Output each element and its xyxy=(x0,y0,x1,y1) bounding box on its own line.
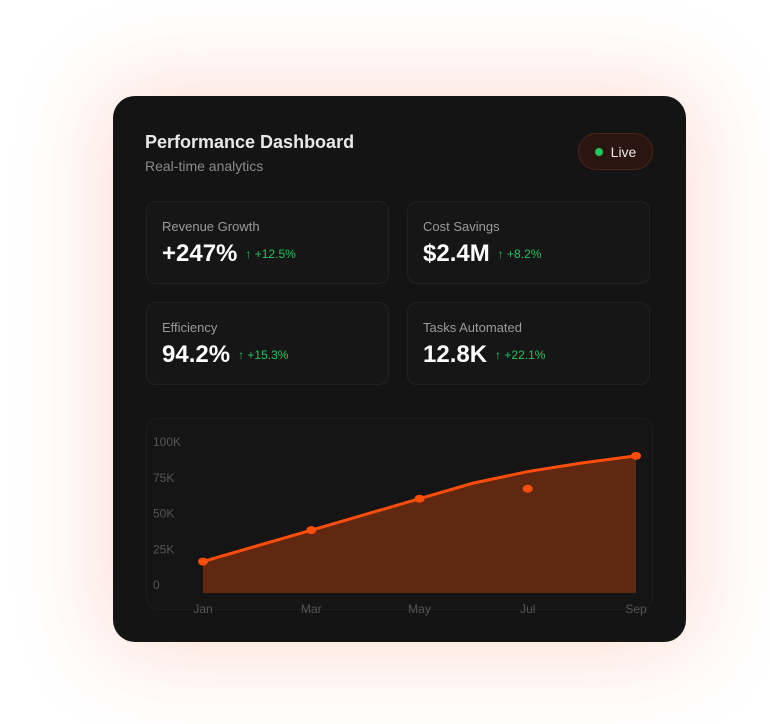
metric-change: ↑ +22.1% xyxy=(495,348,546,362)
x-tick-label: Jul xyxy=(520,602,535,616)
change-text: +15.3% xyxy=(247,348,289,362)
change-text: +12.5% xyxy=(254,247,296,261)
title: Performance Dashboard xyxy=(145,132,355,152)
x-tick-label: Mar xyxy=(301,602,322,616)
metric-value: 94.2% xyxy=(162,341,231,368)
metric-card: Revenue Growth +247% ↑ +12.5% xyxy=(146,201,389,284)
y-tick-label: 25K xyxy=(153,542,174,556)
metric-card: Tasks Automated 12.8K ↑ +22.1% xyxy=(407,302,650,385)
metric-label: Revenue Growth xyxy=(162,219,260,234)
point xyxy=(522,484,533,493)
y-tick-label: 75K xyxy=(153,471,174,485)
point xyxy=(414,494,425,503)
metric-card: Efficiency 94.2% ↑ +15.3% xyxy=(146,302,389,385)
metric-label: Cost Savings xyxy=(423,219,500,234)
metric-label: Tasks Automated xyxy=(423,320,522,335)
live-badge[interactable]: Live xyxy=(578,133,653,170)
metric-change: ↑ +8.2% xyxy=(497,247,542,261)
metric-value: +247% xyxy=(162,240,238,267)
metric-card: Cost Savings $2.4M ↑ +8.2% xyxy=(407,201,650,284)
y-tick-label: 100K xyxy=(153,435,181,449)
metric-value: $2.4M xyxy=(423,240,490,267)
metric-change: ↑ +15.3% xyxy=(238,348,289,362)
dashboard-card: Performance Dashboard Real-time analytic… xyxy=(113,96,686,642)
subtitle: Real-time analytics xyxy=(145,158,264,174)
area xyxy=(203,455,636,593)
change-text: +22.1% xyxy=(504,348,546,362)
y-tick-label: 0 xyxy=(153,578,160,592)
metric-value: 12.8K xyxy=(423,341,488,368)
x-tick-label: Sep xyxy=(625,602,647,616)
y-tick-label: 50K xyxy=(153,507,174,521)
change-text: +8.2% xyxy=(507,247,542,261)
x-tick-label: Jan xyxy=(193,602,212,616)
chart-panel xyxy=(146,418,653,610)
x-tick-label: May xyxy=(408,602,431,616)
metric-change: ↑ +12.5% xyxy=(245,247,296,261)
point xyxy=(306,526,317,535)
point xyxy=(631,451,641,460)
point xyxy=(198,557,208,566)
status-dot xyxy=(594,147,603,156)
status: Live xyxy=(610,143,637,160)
metric-label: Efficiency xyxy=(162,320,218,335)
